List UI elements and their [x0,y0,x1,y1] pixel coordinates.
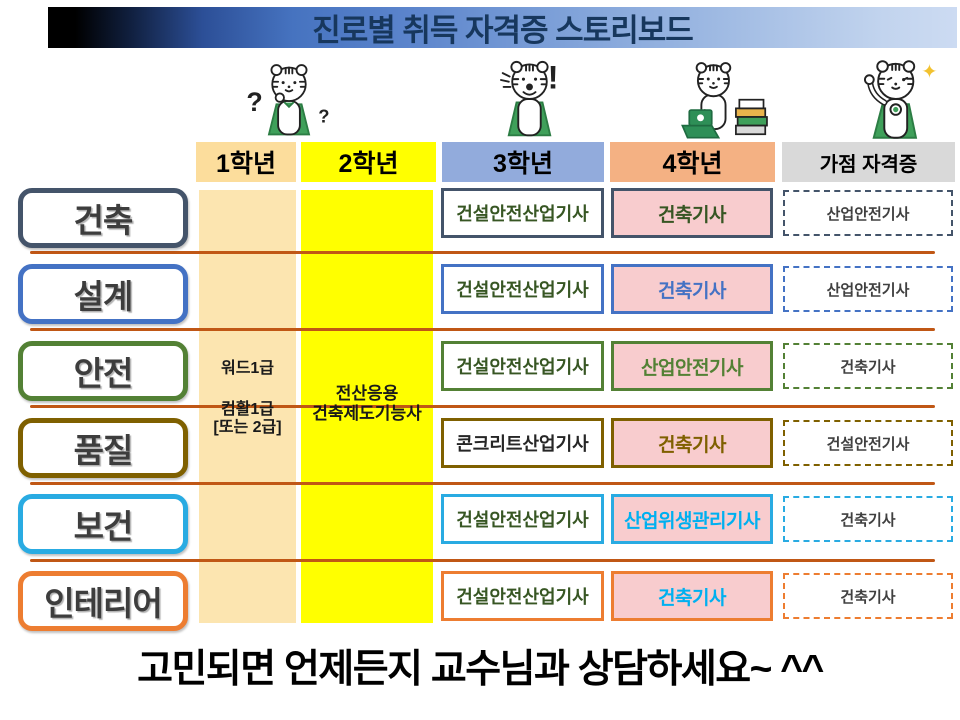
cert-cell-year3: 콘크리트산업기사 [441,418,604,468]
row-label-health: 보건 [18,494,188,554]
tiger-thinking-mascot: ? ? [246,64,330,136]
row-divider [30,482,935,485]
row-label-design: 설계 [18,264,188,324]
cert-cell-bonus: 건축기사 [783,573,953,619]
row-label-safety: 안전 [18,341,188,401]
cert-cell-bonus: 산업안전기사 [783,190,953,236]
column-header-bonus: 가점 자격증 [782,142,955,182]
cert-cell-bonus: 건축기사 [783,496,953,542]
cert-cell-year3: 건설안전산업기사 [441,494,604,544]
column-header-label: 가점 자격증 [819,153,918,176]
cert-cell-year4: 건축기사 [611,571,773,621]
row-label-quality: 품질 [18,418,188,478]
cert-cell-year3: 건설안전산업기사 [441,264,604,314]
tiger-thumbs-up-mascot: ✦ [863,60,937,139]
question-mark-icon: ? [318,106,329,127]
column-header-year2: 2학년 [301,142,436,182]
cert-cell-year4: 건축기사 [611,418,773,468]
column-header-year1: 1학년 [196,142,296,182]
row-divider [30,405,935,408]
tiger-surprised-mascot: ! [500,59,559,137]
page-title: 진로별 취득 자격증 스토리보드 [312,13,694,48]
column-header-year4: 4학년 [610,142,775,182]
year2-note-cad: 전산응용 건축제도기능사 [312,384,422,423]
cert-cell-year4: 건축기사 [611,264,773,314]
sparkle-icon: ✦ [921,61,937,83]
exclamation-mark-icon: ! [548,59,559,96]
row-label-text: 안전 [73,355,134,392]
row-label-text: 인테리어 [44,585,162,622]
column-header-label: 2학년 [338,150,399,178]
row-label-text: 건축 [73,202,134,239]
cert-cell-bonus: 산업안전기사 [783,266,953,312]
cert-cell-bonus: 건축기사 [783,343,953,389]
row-label-interior: 인테리어 [18,571,188,631]
question-mark-icon: ? [246,87,262,117]
cert-cell-year4: 건축기사 [611,188,773,238]
row-label-text: 품질 [73,432,134,469]
cert-cell-year3: 건설안전산업기사 [441,188,604,238]
row-divider [30,328,935,331]
row-label-text: 보건 [73,508,134,545]
row-divider [30,559,935,562]
tiger-studying-mascot [681,62,768,139]
year1-note-computer: 컴활1급 [또는 2급] [213,401,282,437]
row-label-architecture: 건축 [18,188,188,248]
title-bar: 진로별 취득 자격증 스토리보드 [48,7,957,48]
cert-cell-bonus: 건설안전기사 [783,420,953,466]
cert-cell-year4: 산업위생관리기사 [611,494,773,544]
column-header-label: 3학년 [493,150,553,178]
row-label-text: 설계 [73,278,134,315]
column-header-label: 4학년 [662,150,723,178]
column-header-year3: 3학년 [442,142,604,182]
footer-message: 고민되면 언제든지 교수님과 상담하세요~ ^^ [137,648,824,691]
cert-cell-year3: 건설안전산업기사 [441,571,604,621]
year1-note-word: 워드1급 [220,360,275,377]
row-divider [30,251,935,254]
cert-cell-year4: 산업안전기사 [611,341,773,391]
cert-cell-year3: 건설안전산업기사 [441,341,604,391]
column-header-label: 1학년 [216,150,276,178]
